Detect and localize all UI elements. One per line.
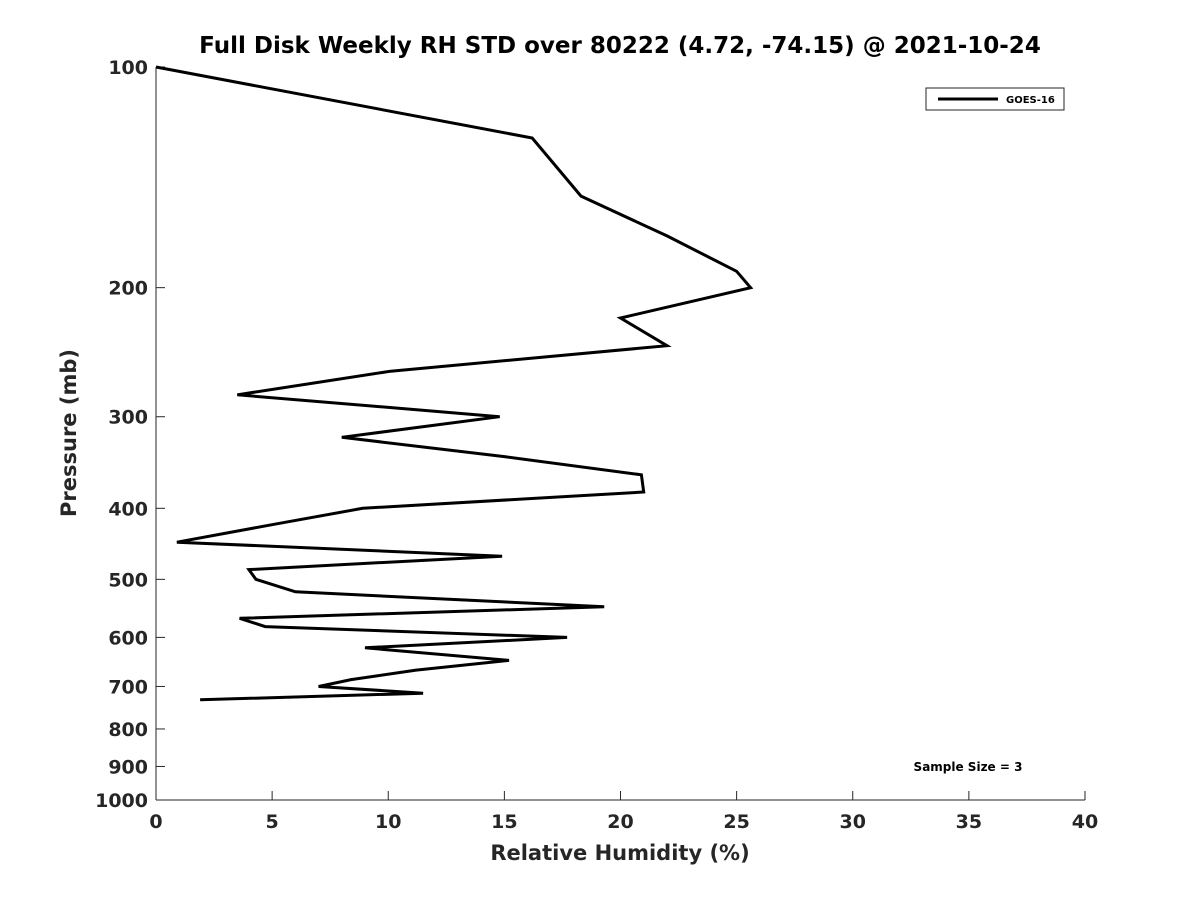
x-tick-label: 25	[723, 811, 749, 833]
x-tick-label: 20	[607, 811, 633, 833]
legend-entry-goes-16: GOES-16	[1006, 95, 1055, 106]
x-tick-label: 0	[149, 811, 162, 833]
x-tick-label: 30	[840, 811, 866, 833]
y-tick-label: 500	[108, 569, 148, 591]
series-line-goes-16	[155, 65, 754, 702]
x-tick-label: 40	[1072, 811, 1098, 833]
y-tick-label: 200	[108, 278, 148, 300]
legend: GOES-16	[925, 87, 1065, 111]
series-layer	[155, 65, 754, 702]
x-tick-label: 35	[956, 811, 982, 833]
y-tick-label: 900	[108, 756, 148, 778]
y-tick-label: 400	[108, 498, 148, 520]
y-tick-label: 100	[108, 57, 148, 79]
x-tick-label: 5	[266, 811, 279, 833]
x-axis-label: Relative Humidity (%)	[490, 841, 749, 865]
y-ticks: 100 200 300 400 500 600 700 800 900 1000	[95, 57, 165, 812]
y-tick-label: 600	[108, 627, 148, 649]
chart-title: Full Disk Weekly RH STD over 80222 (4.72…	[199, 33, 1041, 59]
x-tick-label: 10	[375, 811, 401, 833]
y-tick-label: 700	[108, 676, 148, 698]
sample-size-annotation: Sample Size = 3	[914, 760, 1023, 774]
x-tick-label: 15	[491, 811, 517, 833]
plot-axes	[155, 67, 1085, 801]
y-tick-label: 1000	[95, 790, 148, 812]
y-axis-label: Pressure (mb)	[57, 349, 81, 517]
y-tick-label: 300	[108, 407, 148, 429]
x-ticks: 0 5 10 15 20 25 30 35 40	[149, 791, 1098, 833]
y-tick-label: 800	[108, 719, 148, 741]
